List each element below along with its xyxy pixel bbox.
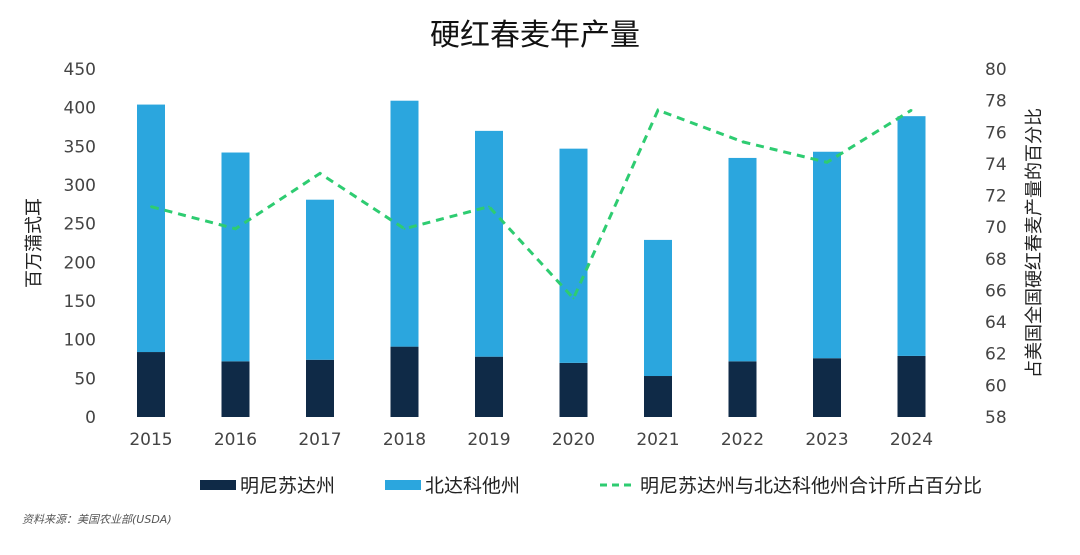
- percentage-point: [234, 227, 237, 230]
- legend-percentage: 明尼苏达州与北达科他州合计所占百分比: [600, 475, 982, 497]
- y2-tick-label: 58: [985, 408, 1007, 428]
- bar-north-dakota: [306, 199, 334, 360]
- percentage-point: [826, 161, 828, 164]
- y2-axis-label: 占美国全国硬红春麦产量的百分比: [1024, 108, 1045, 378]
- x-tick-label: 2022: [721, 430, 764, 450]
- percentage-point: [741, 140, 744, 143]
- bar-north-dakota: [390, 100, 419, 347]
- bar-north-dakota: [137, 104, 165, 353]
- bar-minnesota: [728, 361, 757, 417]
- bar-minnesota: [221, 361, 250, 417]
- y2-tick-label: 70: [985, 218, 1007, 238]
- y2-tick-label: 62: [985, 345, 1007, 365]
- source-note: 资料来源：美国农业部(USDA): [22, 513, 172, 526]
- percentage-point: [403, 227, 406, 230]
- bar-minnesota: [475, 356, 503, 417]
- y-tick-label: 50: [74, 369, 96, 389]
- x-tick-label: 2019: [467, 430, 510, 450]
- y2-tick-label: 78: [985, 92, 1007, 112]
- percentage-point: [319, 172, 321, 175]
- bar-north-dakota: [728, 157, 757, 362]
- bar-minnesota: [644, 376, 672, 417]
- y-tick-label: 100: [64, 331, 96, 351]
- y2-tick-label: 74: [985, 155, 1007, 175]
- legend-swatch: [200, 480, 236, 490]
- chart-title: 硬红春麦年产量: [430, 18, 640, 53]
- legend-north-dakota: 北达科他州: [385, 475, 520, 497]
- y-tick-label: 0: [85, 408, 96, 428]
- x-tick-label: 2015: [129, 430, 172, 450]
- y-tick-label: 150: [64, 292, 96, 312]
- bar-north-dakota: [897, 116, 926, 356]
- y2-tick-label: 66: [985, 281, 1007, 301]
- legend-swatch: [385, 480, 421, 490]
- bar-north-dakota: [221, 152, 250, 362]
- y-tick-label: 250: [64, 215, 96, 235]
- bar-minnesota: [306, 359, 334, 417]
- y-tick-label: 350: [64, 137, 96, 157]
- percentage-point: [910, 109, 913, 112]
- x-tick-label: 2021: [636, 430, 679, 450]
- y2-tick-label: 80: [985, 60, 1007, 80]
- bar-minnesota: [559, 362, 588, 417]
- legend-minnesota: 明尼苏达州: [200, 475, 335, 497]
- bar-north-dakota: [475, 130, 503, 357]
- legend-label: 北达科他州: [425, 475, 520, 497]
- percentage-point: [657, 109, 659, 112]
- y2-tick-label: 68: [985, 250, 1007, 270]
- percentage-point: [488, 205, 490, 208]
- legend-label: 明尼苏达州与北达科他州合计所占百分比: [640, 475, 982, 497]
- y-tick-label: 300: [64, 176, 96, 196]
- y2-tick-label: 72: [985, 187, 1007, 207]
- y-tick-label: 400: [64, 99, 96, 119]
- y-tick-label: 450: [64, 60, 96, 80]
- x-tick-label: 2024: [890, 430, 933, 450]
- legend-label: 明尼苏达州: [240, 475, 335, 497]
- bar-north-dakota: [559, 148, 588, 363]
- bar-minnesota: [897, 355, 926, 417]
- percentage-point: [150, 205, 152, 208]
- y2-tick-label: 60: [985, 376, 1007, 396]
- y2-tick-label: 76: [985, 123, 1007, 143]
- bar-minnesota: [137, 352, 165, 417]
- y2-tick-label: 64: [985, 313, 1007, 333]
- bar-minnesota: [390, 346, 419, 417]
- x-tick-label: 2023: [805, 430, 848, 450]
- x-tick-label: 2016: [214, 430, 257, 450]
- x-tick-label: 2017: [298, 430, 341, 450]
- x-tick-label: 2018: [383, 430, 426, 450]
- x-tick-label: 2020: [552, 430, 595, 450]
- bar-north-dakota: [813, 151, 841, 359]
- percentage-line: [150, 108, 913, 302]
- bar-minnesota: [813, 358, 841, 417]
- y-axis-label: 百万蒲式耳: [24, 198, 45, 288]
- bar-north-dakota: [644, 239, 672, 377]
- y-tick-label: 200: [64, 253, 96, 273]
- percentage-point: [572, 297, 575, 300]
